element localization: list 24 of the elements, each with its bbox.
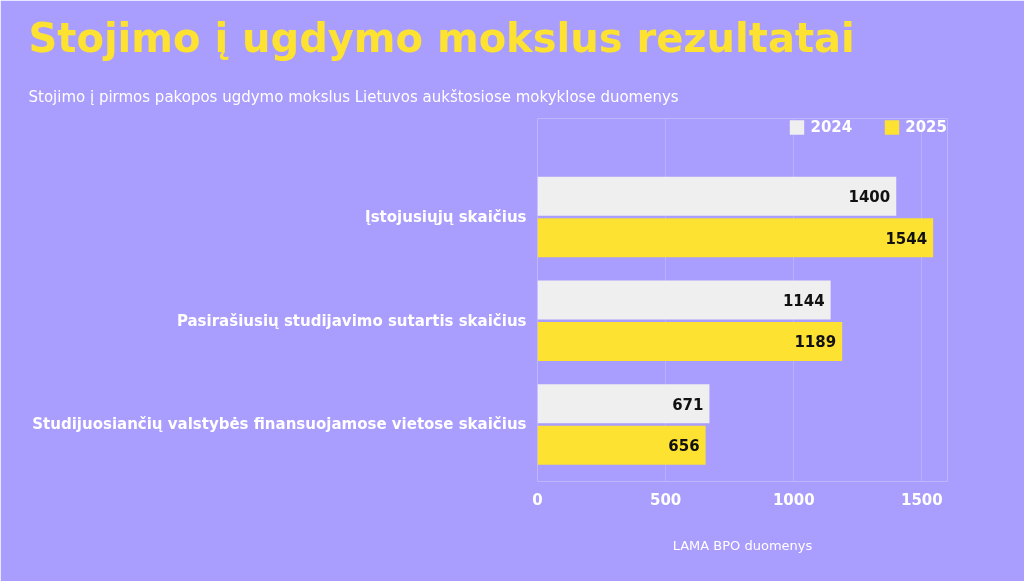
y-tick-label: Įstojusiųjų skaičius: [365, 208, 527, 227]
text: LAMA BPO duomenys: [672, 537, 813, 553]
bar: [537, 280, 831, 320]
data-label: 656: [668, 437, 700, 456]
bar: [537, 425, 706, 465]
chart-title: Stojimo į ugdymo mokslus rezultatai: [28, 15, 855, 61]
x-tick-label: 1000: [772, 490, 815, 509]
data-label: 1144: [782, 292, 825, 310]
x-tick-label: 1500: [901, 490, 943, 509]
data-label: 671: [672, 395, 704, 414]
bar: [537, 218, 934, 258]
bar: [537, 384, 710, 424]
y-tick-label: Studijuosiančių valstybės finansuojamose vietose skaičius: [32, 415, 527, 434]
x-tick-label: 500: [649, 490, 682, 509]
bar: [537, 321, 843, 361]
data-label: 1189: [794, 333, 837, 352]
text: Stojimo į pirmos pakopos ugdymo mokslus Lietuvos aukštosiose mokyklose duomenys: [28, 88, 679, 106]
data-label: 1400: [848, 188, 891, 207]
legend-label: 2024: [810, 118, 853, 136]
y-tick-label: Pasirašiusių studijavimo sutartis skaičius: [176, 311, 527, 330]
data-label: 1544: [885, 229, 928, 248]
x-tick-label: 0: [532, 490, 543, 509]
legend-label: 2025: [905, 118, 947, 136]
bar: [537, 176, 897, 216]
